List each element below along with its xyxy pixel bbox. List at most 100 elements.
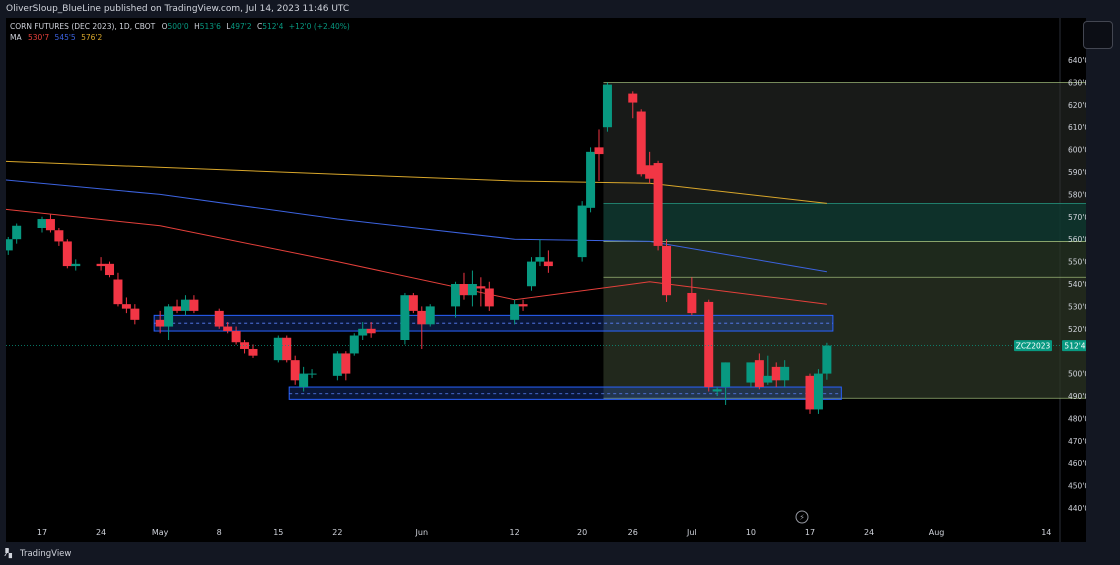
candle-body bbox=[459, 284, 469, 296]
candle-body bbox=[721, 362, 731, 388]
candle-body bbox=[290, 360, 300, 381]
candle-body bbox=[282, 337, 292, 361]
publisher-line: OliverSloup_BlueLine published on Tradin… bbox=[6, 4, 350, 14]
y-tick-label: 450'0 bbox=[1068, 482, 1086, 491]
candle-body bbox=[763, 375, 773, 383]
x-tick-label: 12 bbox=[510, 528, 520, 537]
projection-zone-lower bbox=[603, 277, 1086, 399]
x-tick-label: 10 bbox=[746, 528, 756, 537]
candle-body bbox=[45, 219, 55, 231]
candle-body bbox=[526, 261, 536, 287]
close-label: C bbox=[256, 22, 263, 31]
x-tick-label: 15 bbox=[273, 528, 283, 537]
y-tick-label: 530'0 bbox=[1068, 302, 1086, 311]
candle-body bbox=[543, 261, 553, 267]
candle-body bbox=[653, 163, 663, 246]
high-value: 513'6 bbox=[199, 22, 221, 31]
candle-body bbox=[307, 373, 317, 375]
y-tick-label: 480'0 bbox=[1068, 414, 1086, 423]
candle-body bbox=[155, 319, 165, 327]
legend: CORN FUTURES (DEC 2023), 1D, CBOT O500'0… bbox=[10, 21, 350, 43]
candle-body bbox=[602, 84, 612, 128]
y-tick-label: 470'0 bbox=[1068, 437, 1086, 446]
y-tick-label: 560'0 bbox=[1068, 235, 1086, 244]
candle-body bbox=[366, 328, 376, 334]
candle-body bbox=[510, 304, 520, 320]
top-bar: OliverSloup_BlueLine published on Tradin… bbox=[0, 0, 1120, 18]
candle-body bbox=[780, 366, 790, 381]
low-label: L bbox=[226, 22, 231, 31]
ma-value-2: 545'5 bbox=[54, 33, 76, 42]
candle-body bbox=[54, 230, 64, 242]
candle-body bbox=[172, 306, 182, 311]
open-label: O bbox=[161, 22, 168, 31]
x-tick-label: 24 bbox=[864, 528, 874, 537]
candle-body bbox=[62, 241, 72, 267]
candle-body bbox=[805, 375, 815, 410]
x-tick-label: Aug bbox=[929, 528, 945, 537]
x-tick-label: Jul bbox=[686, 528, 697, 537]
candle-body bbox=[662, 245, 672, 296]
chart-settings-button[interactable] bbox=[1083, 21, 1113, 49]
x-tick-label: May bbox=[152, 528, 169, 537]
candle-body bbox=[518, 304, 528, 307]
candle-body bbox=[476, 286, 486, 289]
y-tick-label: 440'0 bbox=[1068, 504, 1086, 513]
candle-body bbox=[299, 373, 309, 388]
symbol-badge-text: ZCZ2023 bbox=[1016, 342, 1051, 351]
y-tick-label: 570'0 bbox=[1068, 213, 1086, 222]
candle-body bbox=[822, 345, 832, 374]
y-tick-label: 630'0 bbox=[1068, 78, 1086, 87]
legend-ma-row: MA 530'7 545'5 576'2 bbox=[10, 32, 350, 43]
candle-body bbox=[704, 301, 714, 388]
price-chart[interactable]: ZCZ2023 512'4 440'0 450'0 460'0 470'0 480'0 490… bbox=[6, 18, 1086, 542]
candle-body bbox=[332, 353, 342, 376]
x-tick-label: 26 bbox=[628, 528, 638, 537]
candle-body bbox=[71, 263, 81, 267]
support-zone bbox=[288, 386, 842, 400]
ma-value-3: 576'2 bbox=[81, 33, 103, 42]
price-badge bbox=[1062, 340, 1086, 352]
x-tick-label: 14 bbox=[1041, 528, 1051, 537]
x-tick-label: 17 bbox=[805, 528, 815, 537]
x-tick-label: 24 bbox=[96, 528, 106, 537]
candle-body bbox=[164, 306, 174, 327]
y-tick-label: 490'0 bbox=[1068, 392, 1086, 401]
y-tick-label: 550'0 bbox=[1068, 258, 1086, 267]
candle-body bbox=[12, 225, 22, 240]
candle-body bbox=[341, 353, 351, 374]
candle-body bbox=[771, 366, 781, 381]
candle-body bbox=[130, 308, 140, 320]
candle-body bbox=[273, 337, 283, 361]
candle-body bbox=[358, 328, 368, 336]
candle-body bbox=[113, 279, 123, 305]
y-tick-label: 600'0 bbox=[1068, 146, 1086, 155]
close-value: 512'4 bbox=[262, 22, 284, 31]
candle-body bbox=[240, 342, 250, 349]
candle-body bbox=[712, 389, 722, 392]
candle-body bbox=[400, 295, 410, 340]
candle-body bbox=[231, 331, 241, 343]
candle-body bbox=[687, 292, 697, 314]
candle-body bbox=[37, 219, 47, 228]
candle-body bbox=[813, 373, 823, 410]
candle-body bbox=[408, 295, 418, 311]
tradingview-logo-icon: ⁄▚ bbox=[6, 549, 12, 559]
candle-body bbox=[484, 288, 494, 307]
y-tick-label: 640'0 bbox=[1068, 56, 1086, 65]
y-tick-label: 540'0 bbox=[1068, 280, 1086, 289]
chart-pane[interactable]: ZCZ2023 512'4 440'0 450'0 460'0 470'0 480'0 490… bbox=[6, 18, 1086, 542]
brand-name: TradingView bbox=[20, 549, 72, 559]
candle-body bbox=[594, 147, 604, 155]
candle-body bbox=[586, 151, 596, 208]
low-value: 497'2 bbox=[230, 22, 252, 31]
open-value: 500'0 bbox=[167, 22, 189, 31]
x-tick-label: Jun bbox=[415, 528, 429, 537]
moving-average-line bbox=[6, 160, 827, 204]
high-label: H bbox=[194, 22, 200, 31]
legend-symbol-row: CORN FUTURES (DEC 2023), 1D, CBOT O500'0… bbox=[10, 21, 350, 32]
change-value: +12'0 (+2.40%) bbox=[288, 22, 350, 31]
candle-body bbox=[577, 205, 587, 258]
moving-average-line bbox=[6, 179, 827, 273]
candle-body bbox=[451, 284, 461, 307]
